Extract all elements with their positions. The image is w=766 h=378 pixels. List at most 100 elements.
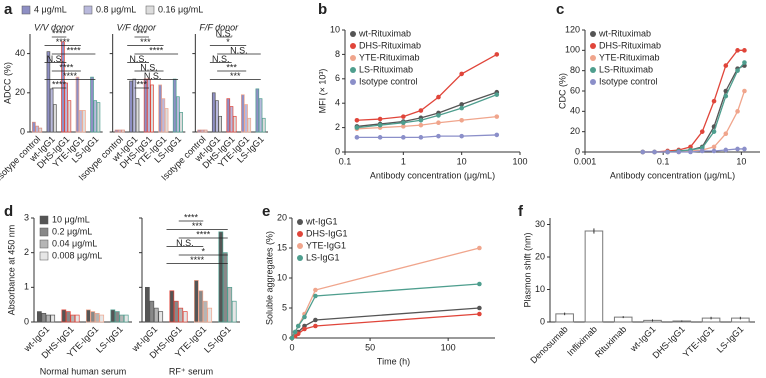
y-tick-label: 40 <box>15 48 25 58</box>
legend-marker <box>590 43 596 49</box>
data-point <box>494 52 500 57</box>
data-point <box>742 60 747 65</box>
series-line <box>642 148 745 153</box>
data-point <box>436 120 441 126</box>
data-point <box>688 149 693 155</box>
significance-label: **** <box>56 37 71 47</box>
legend-label: YTE-IgG1 <box>306 240 346 250</box>
y-tick-label: 100 <box>565 45 580 55</box>
x-tick-label: 0.1 <box>339 156 352 166</box>
data-point <box>742 146 747 152</box>
data-point <box>735 146 740 152</box>
data-point <box>676 149 682 155</box>
bar <box>35 125 39 133</box>
category-label: Rituximab <box>593 324 628 359</box>
bar <box>50 314 56 323</box>
y-tick-label: 20 <box>570 126 580 136</box>
bar <box>78 110 83 133</box>
significance-label: * <box>201 246 205 256</box>
legend-label: DHS-IgG1 <box>306 228 348 238</box>
data-point <box>477 311 482 317</box>
significance-label: N.S. <box>230 45 248 55</box>
significance-label: N.S. <box>129 54 147 64</box>
legend-swatch <box>39 251 49 261</box>
data-point <box>313 323 318 329</box>
legend-marker <box>590 55 596 61</box>
series-line <box>642 62 745 153</box>
data-point <box>640 149 646 155</box>
legend-label: 0.04 μg/mL <box>52 238 97 248</box>
significance-label: N.S. <box>216 28 234 38</box>
legend-swatch <box>39 227 49 237</box>
data-point <box>295 323 301 329</box>
x-tick-label: 10 <box>457 156 467 166</box>
significance-label: N.S. <box>176 238 194 248</box>
data-point <box>652 149 657 155</box>
significance-label: **** <box>52 28 67 38</box>
y-tick-label: 10 <box>277 272 287 282</box>
bar <box>45 314 51 323</box>
data-point <box>436 133 441 139</box>
y-tick-label: 2 <box>24 247 29 257</box>
x-tick-label: 50 <box>365 342 375 352</box>
legend-marker <box>350 31 356 37</box>
bar <box>258 98 263 133</box>
y-tick-label: 20 <box>277 212 287 222</box>
bar <box>85 309 91 323</box>
bar <box>229 106 234 133</box>
legend-marker <box>350 79 356 85</box>
legend-label: Isotype control <box>599 76 658 86</box>
panel-label: b <box>318 1 327 18</box>
legend-label: YTE-Rituximab <box>359 52 420 62</box>
data-point <box>477 305 482 311</box>
y-tick-label: 80 <box>570 65 580 75</box>
bar <box>123 314 129 323</box>
panel-label: f <box>518 203 524 220</box>
significance-label: N.S. <box>140 62 158 72</box>
legend-marker <box>297 231 303 237</box>
data-point <box>494 92 500 97</box>
y-axis-label: Soluble aggregates (%) <box>264 231 274 325</box>
legend-label: YTE-Rituximab <box>599 52 660 62</box>
y-tick-label: 4 <box>335 98 340 108</box>
bar <box>255 88 260 133</box>
bar <box>231 300 237 323</box>
bar <box>90 76 94 133</box>
data-point <box>735 68 740 73</box>
data-point <box>494 132 500 138</box>
y-tick-label: 10 <box>330 24 340 34</box>
bar <box>119 314 125 323</box>
data-point <box>742 48 747 53</box>
bar <box>153 307 159 323</box>
legend-label: Isotype control <box>359 76 418 86</box>
legend-label: DHS-Rituximab <box>599 40 661 50</box>
significance-label: N.S. <box>212 54 230 64</box>
bar <box>200 129 205 133</box>
y-tick-label: 40 <box>570 106 580 116</box>
significance-label: *** <box>136 28 147 38</box>
data-point <box>377 116 383 122</box>
bar <box>61 309 67 323</box>
legend-swatch <box>39 215 49 225</box>
significance-label: **** <box>190 255 205 265</box>
legend-marker <box>350 55 356 61</box>
legend-label: DHS-Rituximab <box>359 40 421 50</box>
legend-label: wt-Rituximab <box>358 28 411 38</box>
panel-title: V/F donor <box>117 22 157 32</box>
bar <box>114 311 120 323</box>
legend-label: LS-Rituximab <box>599 64 653 74</box>
y-axis-label: ADCC (%) <box>2 62 12 104</box>
bar <box>147 78 151 133</box>
bar <box>64 82 68 133</box>
legend-marker <box>297 255 303 261</box>
data-point <box>354 135 360 140</box>
data-point <box>711 144 717 150</box>
bar <box>203 129 208 133</box>
y-tick-label: 0 <box>575 146 580 156</box>
x-tick-label: 1 <box>401 156 406 166</box>
bar <box>164 108 169 133</box>
bar <box>218 231 224 323</box>
significance-label: *** <box>226 62 237 72</box>
bar <box>241 94 245 133</box>
